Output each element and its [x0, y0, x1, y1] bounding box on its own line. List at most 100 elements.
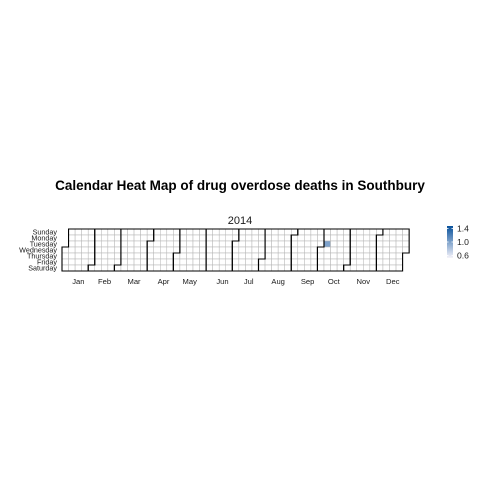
calendar-cell — [61, 264, 69, 272]
calendar-cell — [271, 246, 279, 254]
calendar-cell — [264, 246, 272, 254]
calendar-cell — [330, 264, 338, 272]
calendar-cell — [258, 246, 266, 254]
calendar-cell — [382, 246, 390, 254]
calendar-cell — [74, 252, 82, 260]
calendar-cell — [199, 252, 207, 260]
calendar-cell — [81, 234, 89, 242]
calendar-cell — [277, 246, 285, 254]
calendar-cell — [258, 264, 266, 272]
calendar-cell — [153, 258, 161, 266]
calendar-cell — [153, 234, 161, 242]
calendar-cell — [238, 264, 246, 272]
calendar-cell — [264, 234, 272, 242]
calendar-cell — [330, 228, 338, 236]
color-legend: 1.4 1.0 0.6 — [447, 224, 469, 261]
calendar-cell — [146, 228, 154, 236]
month-label: Jun — [216, 277, 228, 286]
calendar-cell — [212, 246, 220, 254]
weekday-label: Monday — [31, 233, 57, 242]
calendar-cell — [199, 258, 207, 266]
calendar-cell — [173, 246, 181, 254]
calendar-cell — [160, 234, 168, 242]
calendar-cell — [389, 258, 397, 266]
calendar-cell — [153, 252, 161, 260]
month-label: Jan — [72, 277, 84, 286]
calendar-cell — [218, 264, 226, 272]
calendar-cell — [232, 252, 240, 260]
calendar-cell — [205, 258, 213, 266]
calendar-cell — [264, 252, 272, 260]
calendar-cell — [297, 246, 305, 254]
calendar-cell — [218, 252, 226, 260]
calendar-cell — [173, 228, 181, 236]
calendar-cell — [225, 258, 233, 266]
calendar-cell — [94, 264, 102, 272]
calendar-cell — [232, 264, 240, 272]
calendar-cell — [336, 246, 344, 254]
calendar-cell — [369, 240, 377, 248]
calendar-cell — [238, 252, 246, 260]
calendar-cell — [343, 240, 351, 248]
calendar-cell — [166, 240, 174, 248]
calendar-cell — [166, 246, 174, 254]
calendar-cell — [264, 258, 272, 266]
calendar-cell — [317, 252, 325, 260]
calendar-cell — [402, 234, 410, 242]
calendar-cell — [349, 240, 358, 248]
calendar-cell — [356, 240, 364, 248]
calendar-cell — [323, 246, 331, 254]
calendar-cell — [349, 246, 358, 254]
calendar-cell — [146, 252, 154, 260]
calendar-cell — [146, 264, 154, 272]
calendar-cell — [310, 258, 318, 266]
calendar-cell — [186, 246, 194, 254]
calendar-cell — [284, 228, 292, 236]
calendar-cell — [245, 258, 253, 266]
calendar-cell — [389, 246, 397, 254]
month-label: Jul — [244, 277, 254, 286]
calendar-cell — [81, 258, 89, 266]
weekday-label: Thursday — [27, 251, 57, 260]
calendar-cell — [225, 264, 233, 272]
calendar-cell — [192, 240, 200, 248]
calendar-cell — [343, 246, 351, 254]
calendar-cell — [389, 228, 397, 236]
calendar-cell — [343, 252, 351, 260]
calendar-cell — [238, 258, 246, 266]
calendar-cell — [225, 234, 233, 242]
chart-title: Calendar Heat Map of drug overdose death… — [55, 178, 425, 193]
calendar-cell — [317, 228, 325, 236]
year-facet-label: 2014 — [228, 215, 252, 227]
calendar-cell — [133, 234, 141, 242]
calendar-cell — [297, 258, 305, 266]
calendar-cell — [389, 234, 397, 242]
calendar-cell — [186, 240, 194, 248]
calendar-cell — [402, 246, 410, 254]
calendar-cell — [101, 234, 109, 242]
calendar-cell — [310, 234, 318, 242]
calendar-cell — [395, 234, 403, 242]
calendar-cell — [363, 246, 371, 254]
calendar-cell — [245, 246, 253, 254]
month-label: May — [183, 277, 198, 286]
calendar-cell — [101, 252, 109, 260]
calendar-cell — [323, 228, 331, 236]
calendar-cell — [107, 240, 115, 248]
calendar-cell — [271, 234, 279, 242]
calendar-cell — [146, 258, 154, 266]
month-label: Apr — [158, 277, 170, 286]
calendar-cell — [87, 252, 95, 260]
calendar-cell — [68, 240, 76, 248]
calendar-cell — [225, 252, 233, 260]
calendar-cell — [101, 264, 109, 272]
calendar-cell — [369, 246, 377, 254]
calendar-cell — [349, 264, 358, 272]
calendar-cell — [153, 246, 161, 254]
calendar-cell — [218, 246, 226, 254]
calendar-cell — [74, 264, 82, 272]
calendar-cell — [376, 246, 384, 254]
calendar-cell — [186, 258, 194, 266]
calendar-cell — [258, 234, 266, 242]
calendar-cell — [382, 264, 390, 272]
